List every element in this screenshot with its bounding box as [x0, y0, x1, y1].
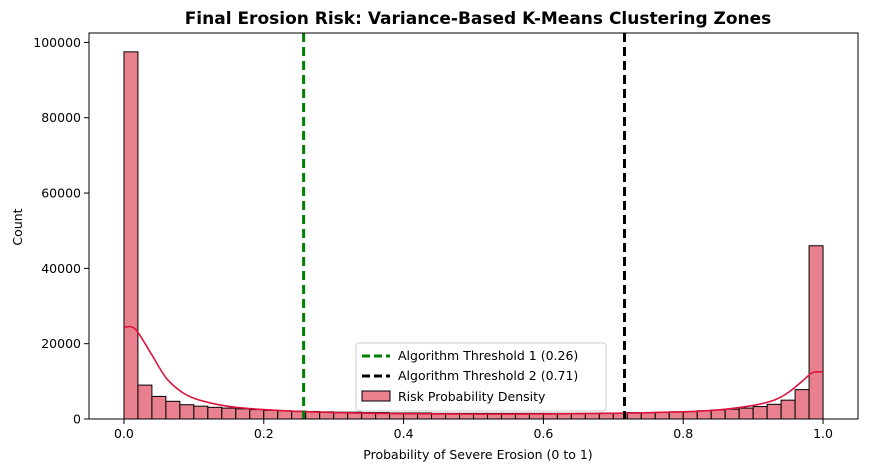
- histogram-bar: [724, 408, 740, 420]
- histogram-bar: [780, 399, 796, 420]
- threshold-lines: [302, 33, 627, 419]
- histogram-bar: [738, 407, 754, 420]
- legend-density-swatch: [361, 390, 391, 402]
- legend-threshold2-label: Algorithm Threshold 2 (0.71): [398, 368, 578, 383]
- histogram-bar: [165, 400, 181, 420]
- histogram-bar: [752, 406, 768, 420]
- histogram-bar: [710, 409, 726, 420]
- y-tick-label: 100000: [33, 35, 81, 50]
- histogram-bar: [766, 403, 782, 420]
- histogram-bar: [235, 408, 251, 420]
- y-axis-label: Count: [10, 208, 25, 245]
- histogram-bar: [193, 405, 209, 420]
- chart-title: Final Erosion Risk: Variance-Based K-Mea…: [185, 9, 772, 29]
- y-tick-label: 80000: [41, 110, 81, 125]
- histogram-bar: [151, 395, 167, 420]
- legend-density-label: Risk Probability Density: [398, 389, 546, 404]
- x-tick-label: 0.8: [673, 426, 693, 441]
- histogram-bar: [277, 410, 293, 420]
- histogram-bar: [808, 245, 824, 420]
- y-tick-label: 60000: [41, 186, 81, 201]
- histogram-bar: [682, 410, 698, 420]
- x-tick-label: 0.2: [254, 426, 274, 441]
- y-axis-ticks: 0 20000 40000 60000 80000 100000: [33, 35, 89, 427]
- kde-curve: [123, 325, 824, 415]
- histogram-bar: [123, 51, 139, 420]
- x-tick-label: 1.0: [813, 426, 833, 441]
- histogram-bar: [249, 409, 265, 420]
- histogram-bar: [263, 409, 279, 420]
- histogram-bar: [179, 404, 195, 420]
- x-tick-label: 0.4: [394, 426, 414, 441]
- y-tick-label: 0: [73, 412, 81, 427]
- histogram-bar: [207, 406, 223, 420]
- legend-box: [355, 342, 607, 412]
- histogram-bar: [137, 384, 153, 420]
- kde-curve-layer: [123, 325, 824, 415]
- x-tick-label: 0.0: [114, 426, 134, 441]
- legend-threshold1-label: Algorithm Threshold 1 (0.26): [398, 348, 578, 363]
- histogram-bar: [221, 407, 237, 420]
- y-tick-label: 40000: [41, 261, 81, 276]
- x-axis-ticks: 0.0 0.2 0.4 0.6 0.8 1.0: [114, 419, 833, 441]
- histogram-bar: [794, 389, 810, 420]
- x-tick-label: 0.6: [533, 426, 553, 441]
- legend: Algorithm Threshold 1 (0.26) Algorithm T…: [355, 342, 607, 412]
- y-tick-label: 20000: [41, 336, 81, 351]
- plot-frame: [88, 32, 859, 420]
- x-axis-label: Probability of Severe Erosion (0 to 1): [363, 447, 592, 462]
